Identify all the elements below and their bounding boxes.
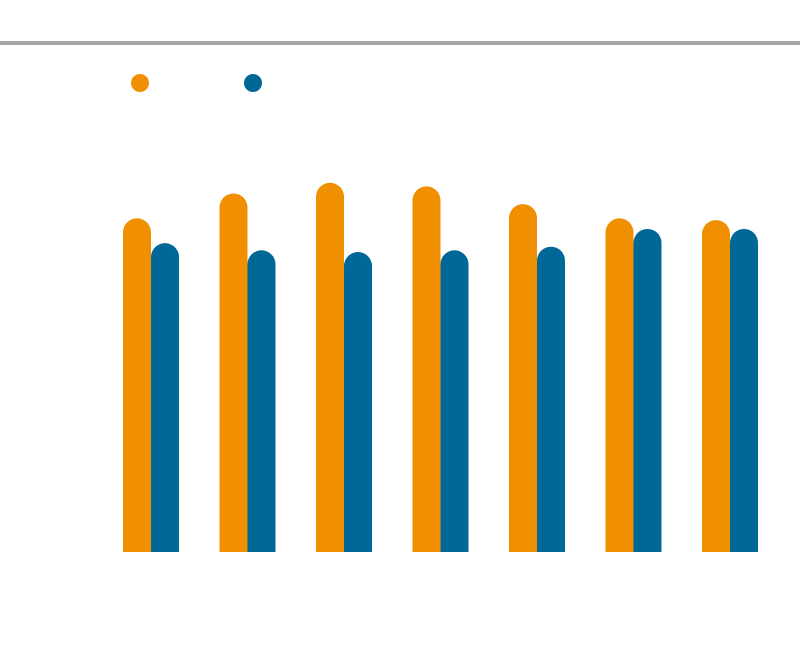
bar-series-1-category-6 [605,218,634,553]
bar-series-2-category-7 [730,228,758,552]
bar-series-1-category-7 [702,220,730,552]
legend-marker-series-2 [244,74,262,92]
bar-series-2-category-2 [247,250,276,552]
bar-series-1-category-1 [123,218,151,553]
bar-series-1-category-3 [316,182,344,552]
bar-series-2-category-3 [344,252,372,552]
bar-series-2-category-1 [151,243,179,552]
bar-series-1-category-5 [509,204,537,552]
legend-marker-series-1 [131,74,149,92]
bar-series-1-category-2 [219,193,248,552]
bar-series-1-category-4 [412,186,441,552]
bar-series-2-category-4 [440,250,469,552]
bar-series-2-category-5 [537,246,565,552]
top-rule [0,41,800,45]
bar-series-2-category-6 [633,228,662,552]
